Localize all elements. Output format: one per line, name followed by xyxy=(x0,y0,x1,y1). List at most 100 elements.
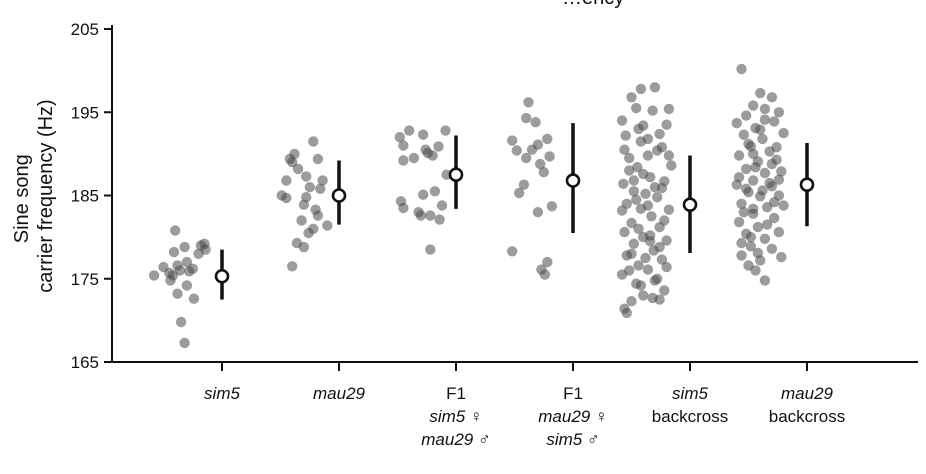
data-point xyxy=(666,160,677,171)
data-point xyxy=(188,293,200,304)
data-point xyxy=(315,183,326,194)
data-point xyxy=(769,212,780,224)
data-point xyxy=(425,244,436,255)
data-point xyxy=(663,103,675,115)
data-point xyxy=(759,275,771,286)
data-point xyxy=(312,153,324,165)
data-point xyxy=(184,266,195,277)
data-point xyxy=(769,197,780,208)
data-point xyxy=(750,162,761,173)
data-point xyxy=(638,290,649,301)
data-point xyxy=(736,250,747,261)
data-point xyxy=(281,175,292,186)
data-point xyxy=(181,256,193,268)
data-point xyxy=(546,201,558,212)
data-point xyxy=(773,226,785,238)
data-point xyxy=(778,127,789,139)
category-label-5-line-1: backcross xyxy=(769,407,846,426)
category-label-3-line-1: mau29 ♀ xyxy=(538,407,607,426)
data-point xyxy=(429,186,441,197)
data-point xyxy=(733,150,745,161)
data-point xyxy=(649,82,661,93)
data-point xyxy=(398,140,409,151)
data-point xyxy=(776,166,787,177)
data-point xyxy=(440,125,451,136)
axes: 165 175 185 195 205 xyxy=(71,20,918,372)
data-point xyxy=(394,132,405,143)
category-label-4-line-1: backcross xyxy=(652,407,729,426)
category-label-3-line-0: F1 xyxy=(563,384,583,403)
data-point xyxy=(633,123,644,135)
data-point xyxy=(514,187,525,199)
data-point xyxy=(434,214,445,225)
plot-points xyxy=(148,63,789,349)
data-point xyxy=(287,261,298,272)
data-point xyxy=(292,163,304,175)
data-point xyxy=(745,241,756,252)
y-axis-title-line-1: Sine song xyxy=(11,154,33,243)
y-tick-label-175: 175 xyxy=(71,270,99,289)
data-point xyxy=(507,135,518,146)
data-point xyxy=(733,172,745,183)
data-point xyxy=(741,163,752,175)
data-point xyxy=(620,130,631,141)
data-point xyxy=(773,107,785,118)
data-point xyxy=(170,225,181,236)
data-point xyxy=(624,265,635,276)
data-point xyxy=(523,97,534,108)
data-point xyxy=(530,117,541,128)
data-point xyxy=(628,238,639,249)
data-point xyxy=(624,152,635,164)
data-point xyxy=(646,211,657,222)
data-point xyxy=(748,148,759,160)
data-point xyxy=(654,294,665,305)
data-point xyxy=(647,105,658,116)
data-point xyxy=(633,223,644,234)
data-point xyxy=(631,194,642,205)
data-point xyxy=(287,157,298,168)
data-point xyxy=(619,226,630,238)
data-point xyxy=(642,200,654,211)
data-point xyxy=(436,200,448,211)
data-point xyxy=(621,307,632,319)
data-point xyxy=(181,280,193,291)
data-point xyxy=(640,252,651,264)
data-point xyxy=(738,129,749,140)
data-point xyxy=(518,179,530,190)
data-point xyxy=(148,270,160,281)
data-point xyxy=(296,215,307,226)
data-point xyxy=(398,202,409,214)
data-point xyxy=(769,116,780,127)
y-tick-label-165: 165 xyxy=(71,353,99,372)
data-point xyxy=(179,337,190,349)
data-point xyxy=(759,103,771,115)
data-point xyxy=(773,174,785,185)
category-label-2-line-0: F1 xyxy=(446,384,466,403)
data-point xyxy=(731,117,742,129)
category-label-5-line-0: mau29 xyxy=(781,384,834,403)
data-point xyxy=(752,221,764,233)
error-bars xyxy=(214,123,815,300)
data-point xyxy=(544,151,555,162)
data-point xyxy=(757,133,768,145)
data-point xyxy=(532,207,544,218)
data-point xyxy=(748,203,759,214)
data-point xyxy=(659,285,670,296)
data-point xyxy=(755,124,766,135)
data-point xyxy=(748,175,759,186)
data-point xyxy=(631,102,642,114)
data-point xyxy=(661,261,672,273)
data-point xyxy=(308,136,319,147)
data-point xyxy=(628,186,639,197)
data-point xyxy=(626,217,637,229)
data-point xyxy=(398,155,409,166)
mean-marker-0 xyxy=(214,268,230,284)
data-point xyxy=(174,265,186,276)
data-point xyxy=(521,152,532,164)
data-point xyxy=(179,241,190,253)
y-tick-label-195: 195 xyxy=(71,103,99,122)
mean-marker-2 xyxy=(448,167,464,182)
data-point xyxy=(736,237,747,249)
y-tick-label-205: 205 xyxy=(71,20,99,39)
